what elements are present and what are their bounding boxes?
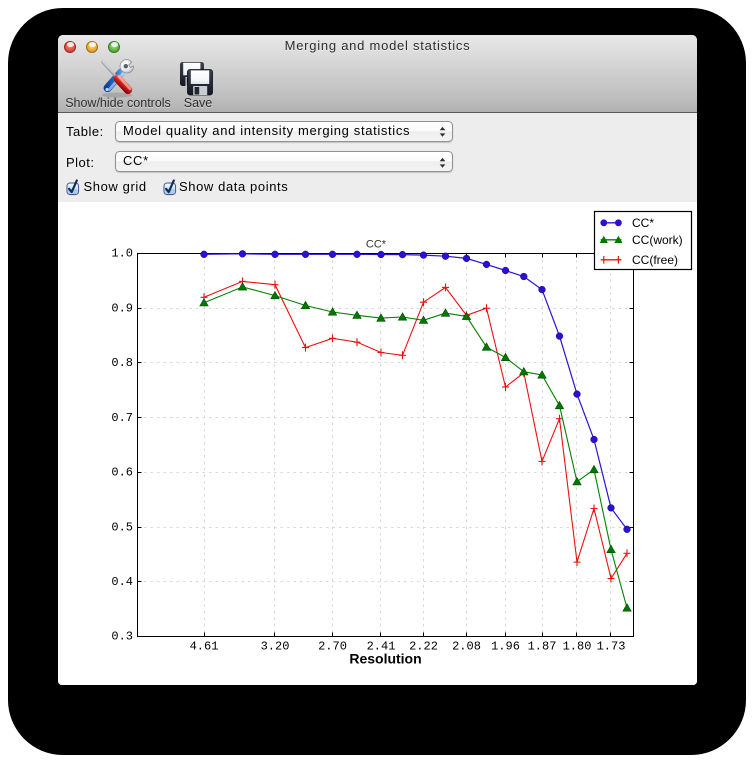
svg-text:CC*: CC* (632, 216, 654, 230)
svg-text:Resolution: Resolution (349, 651, 421, 667)
svg-text:1.96: 1.96 (491, 640, 520, 654)
svg-text:2.41: 2.41 (367, 640, 396, 654)
svg-text:4.61: 4.61 (190, 640, 219, 654)
svg-text:CC*: CC* (366, 239, 387, 251)
svg-text:2.22: 2.22 (409, 640, 438, 654)
svg-text:CC(free): CC(free) (632, 253, 678, 267)
svg-text:0.8: 0.8 (111, 356, 133, 370)
svg-text:1.80: 1.80 (563, 640, 592, 654)
svg-text:0.9: 0.9 (111, 301, 133, 315)
svg-text:2.08: 2.08 (452, 640, 481, 654)
svg-text:2.70: 2.70 (318, 640, 347, 654)
svg-text:0.5: 0.5 (111, 520, 133, 534)
svg-text:1.0: 1.0 (111, 247, 133, 261)
svg-text:0.6: 0.6 (111, 466, 133, 480)
svg-text:0.4: 0.4 (111, 575, 133, 589)
svg-text:1.73: 1.73 (597, 640, 626, 654)
svg-text:CC(work): CC(work) (632, 233, 683, 247)
svg-text:0.7: 0.7 (111, 411, 133, 425)
svg-text:3.20: 3.20 (261, 640, 290, 654)
svg-text:0.3: 0.3 (111, 630, 133, 644)
svg-text:1.87: 1.87 (528, 640, 557, 654)
